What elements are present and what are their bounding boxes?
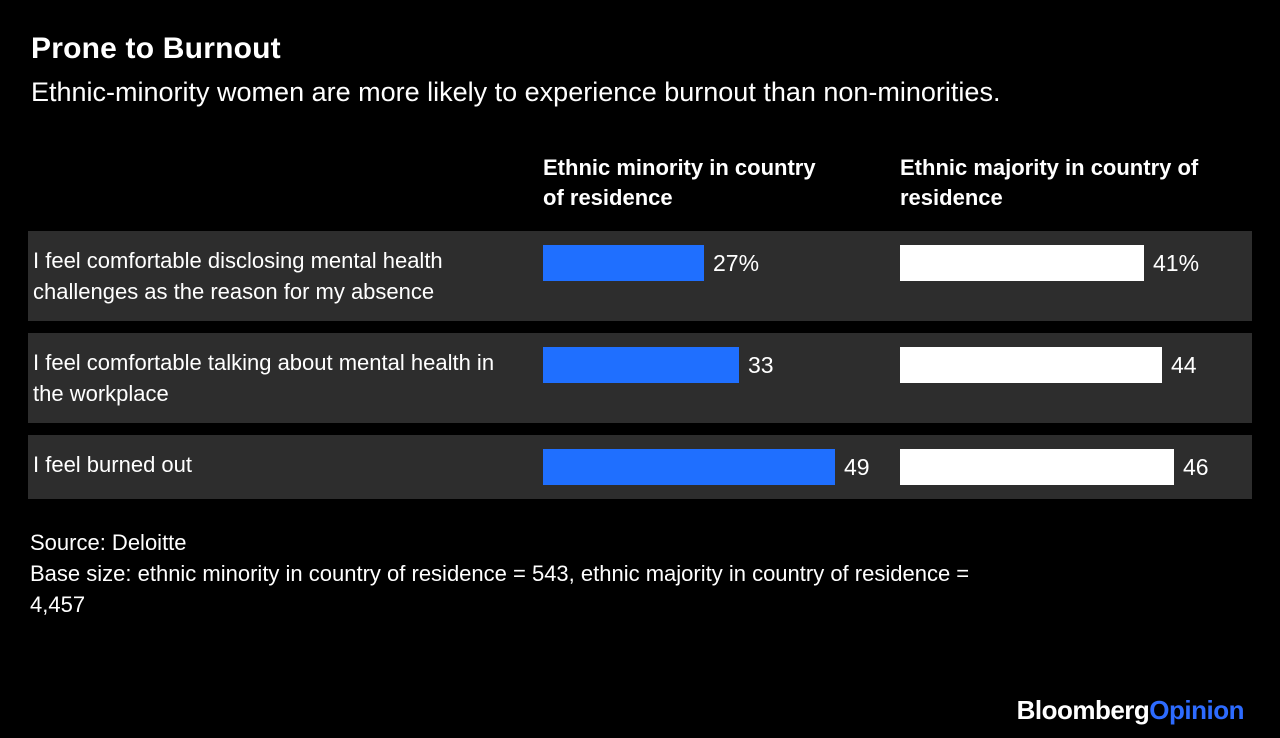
bar-group: 33 [543,347,900,383]
header-spacer [28,153,543,213]
chart-row-disclosing: I feel comfortable disclosing mental hea… [28,231,1252,321]
bar-cell-majority: 46 [900,449,1252,485]
bar-minority [543,347,739,383]
bar-value-majority: 44 [1171,351,1197,378]
series-header-majority-cell: Ethnic majority in country of residence [900,153,1252,213]
bar-group: 49 [543,449,900,485]
chart-row-talking: I feel comfortable talking about mental … [28,333,1252,423]
chart-title: Prone to Burnout [31,32,281,65]
bar-cell-minority: 49 [543,449,900,485]
bloomberg-wordmark: Bloomberg [1016,695,1150,725]
bloomberg-opinion-logo: BloombergOpinion [1016,695,1245,726]
series-header-minority: Ethnic minority in country of residence [543,155,816,210]
bar-cell-minority: 33 [543,347,900,383]
bar-majority [900,347,1162,383]
bar-value-minority: 27% [713,249,760,276]
base-size-note: Base size: ethnic minority in country of… [30,561,970,617]
opinion-wordmark: Opinion [1149,695,1244,725]
category-label: I feel burned out [33,452,193,477]
series-header-majority: Ethnic majority in country of residence [900,155,1199,210]
column-headers: Ethnic minority in country of residence … [28,153,1252,213]
chart-footer: Source: Deloitte Base size: ethnic minor… [30,527,1252,620]
bar-group: 46 [900,449,1252,485]
bar-value-majority: 46 [1183,453,1209,480]
bar-value-majority: 41% [1153,249,1200,276]
bar-majority [900,245,1144,281]
bar-value-minority: 49 [844,453,870,480]
bar-value-minority: 33 [748,351,774,378]
bar-group: 27% [543,245,900,281]
bar-cell-majority: 44 [900,347,1252,383]
bar-group: 41% [900,245,1252,281]
chart-row-burned-out: I feel burned out 49 46 [28,435,1252,499]
bar-minority [543,449,835,485]
bar-majority [900,449,1174,485]
category-label: I feel comfortable disclosing mental hea… [33,248,443,304]
series-header-minority-cell: Ethnic minority in country of residence [543,153,900,213]
bar-group: 44 [900,347,1252,383]
category-label: I feel comfortable talking about mental … [33,350,495,406]
source-note: Source: Deloitte [30,530,187,555]
bar-cell-majority: 41% [900,245,1252,281]
chart-subtitle: Ethnic-minority women are more likely to… [31,77,1001,107]
bar-cell-minority: 27% [543,245,900,281]
bar-minority [543,245,704,281]
